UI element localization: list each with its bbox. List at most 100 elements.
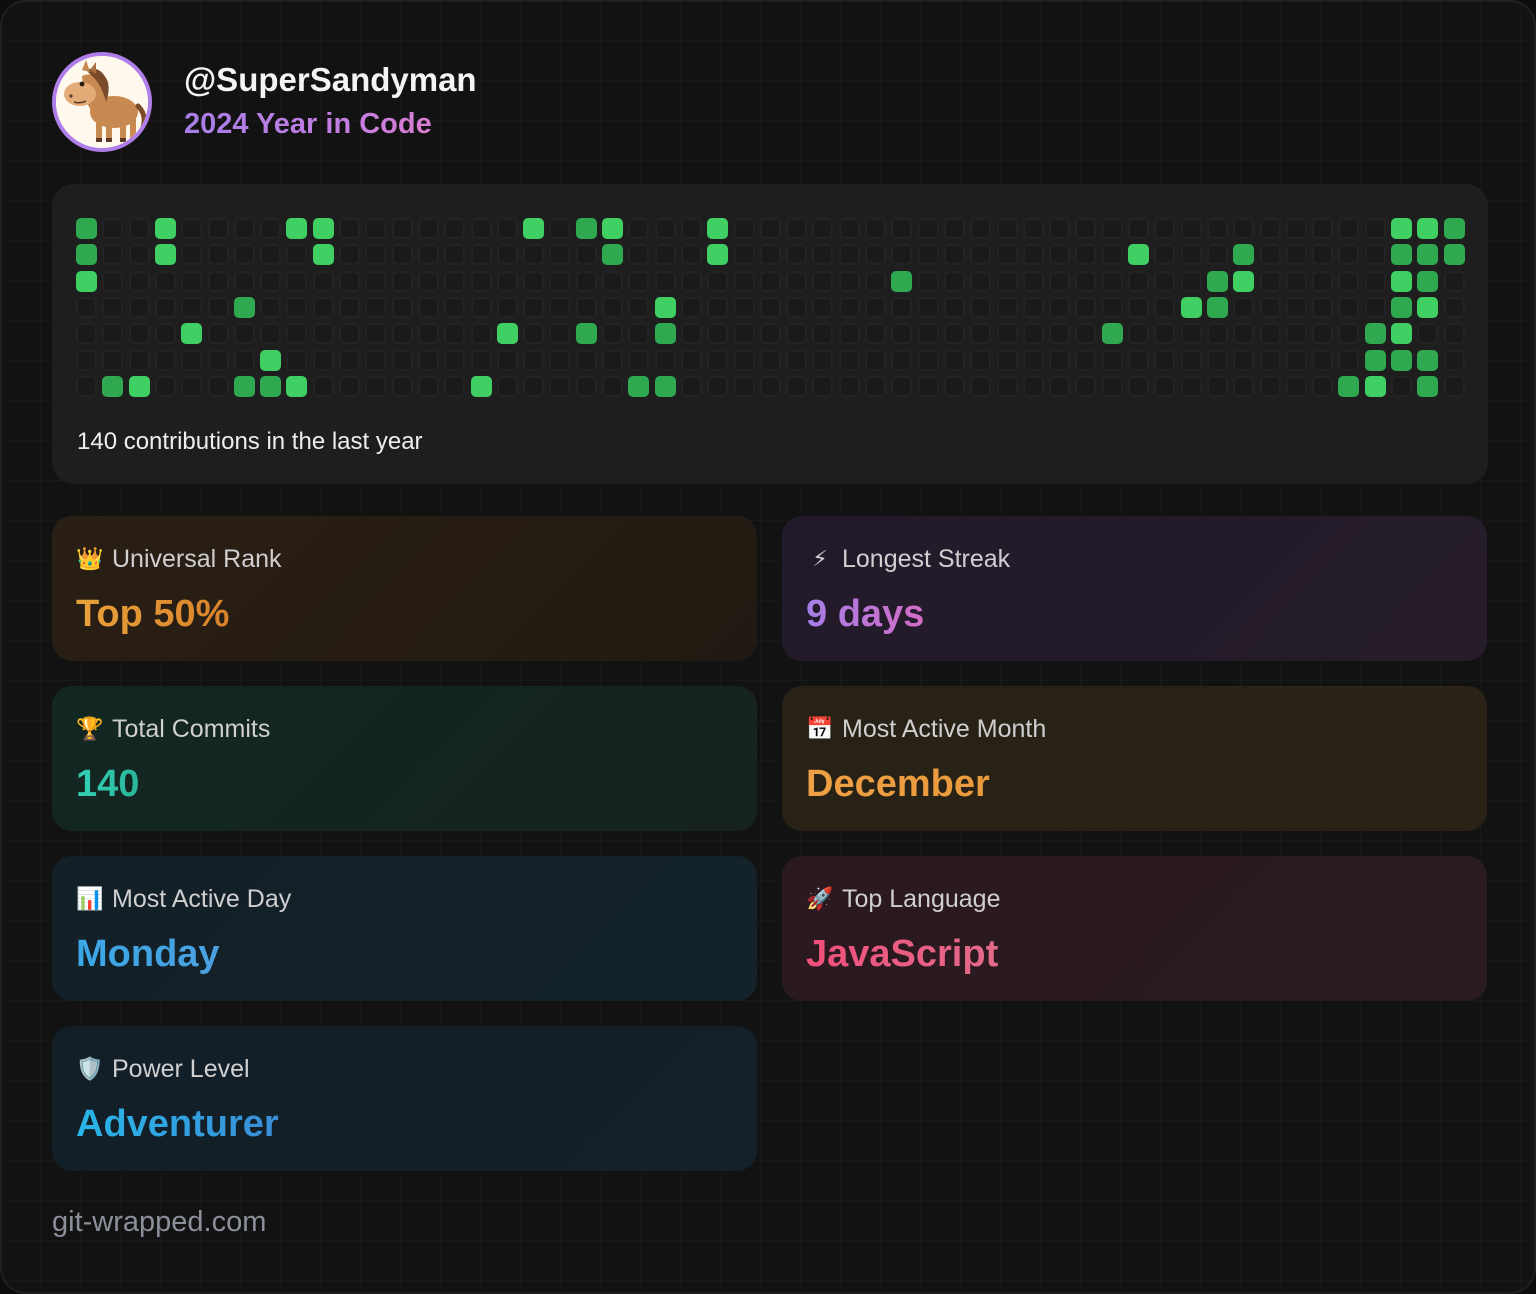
contribution-day <box>286 244 308 266</box>
contribution-day-active <box>154 244 176 266</box>
contribution-day <box>470 323 492 345</box>
contribution-day <box>628 349 650 371</box>
contribution-day <box>76 323 97 345</box>
contribution-day <box>260 323 282 345</box>
contribution-day <box>1285 270 1307 292</box>
contribution-day <box>233 270 255 292</box>
stat-label: Most Active Day <box>112 884 292 913</box>
contribution-day-active <box>654 296 676 318</box>
contribution-day <box>102 244 124 266</box>
contribution-day-active <box>1364 375 1386 397</box>
contribution-day <box>628 218 650 239</box>
stat-label-row: 👑 Universal Rank <box>76 542 733 576</box>
stat-label: Power Level <box>112 1054 250 1083</box>
contribution-day <box>470 244 492 266</box>
stat-value: 140 <box>76 763 140 805</box>
contribution-day <box>207 218 229 239</box>
contribution-day <box>812 296 834 318</box>
contribution-day <box>602 349 623 371</box>
stat-card-top-language: 🚀 Top Language JavaScript <box>782 856 1487 1001</box>
contribution-day <box>1312 270 1334 292</box>
contribution-day-active <box>1206 270 1228 292</box>
contribution-day <box>1259 270 1281 292</box>
contribution-day <box>733 349 755 371</box>
contribution-day <box>943 349 965 371</box>
contribution-day <box>575 349 597 371</box>
contribution-day <box>233 244 255 266</box>
contribution-day <box>1364 218 1386 239</box>
avatar <box>52 52 152 152</box>
contribution-day <box>417 375 439 397</box>
contribution-day <box>181 244 203 266</box>
contribution-day-active <box>1417 244 1439 266</box>
contribution-day <box>654 244 676 266</box>
contribution-day <box>1101 218 1123 239</box>
contribution-day <box>1206 375 1228 397</box>
contribution-day <box>417 244 439 266</box>
contribution-day-active <box>575 218 597 239</box>
contribution-day <box>628 296 650 318</box>
contribution-day-active <box>1417 296 1439 318</box>
contribution-day <box>838 349 860 371</box>
contribution-day <box>444 218 466 239</box>
contribution-day <box>523 375 545 397</box>
profile-header: @SuperSandyman 2024 Year in Code <box>52 52 477 152</box>
contribution-day <box>838 218 860 239</box>
year-subtitle: 2024 Year in Code <box>184 104 477 144</box>
contribution-day <box>759 323 781 345</box>
contribution-day <box>1022 244 1044 266</box>
stat-label-row: 📊 Most Active Day <box>76 882 733 916</box>
contribution-day <box>417 296 439 318</box>
contribution-day <box>1049 323 1071 345</box>
stat-label-row: ⚡ Longest Streak <box>806 542 1463 576</box>
contribution-day-active <box>1233 270 1255 292</box>
contribution-day <box>286 270 308 292</box>
contribution-day <box>207 349 229 371</box>
contribution-grid <box>76 218 1468 404</box>
contribution-day-active <box>312 218 334 239</box>
username: @SuperSandyman <box>184 61 477 98</box>
contribution-day <box>970 270 992 292</box>
contribution-day <box>759 375 781 397</box>
contribution-day <box>680 323 702 345</box>
contribution-day <box>496 375 518 397</box>
contribution-day <box>1154 296 1176 318</box>
contributions-caption: 140 contributions in the last year <box>77 428 423 455</box>
contribution-day <box>365 218 387 239</box>
stat-label: Total Commits <box>112 714 271 743</box>
contribution-day <box>1259 349 1281 371</box>
contribution-day-active <box>891 270 913 292</box>
contribution-day <box>1180 323 1202 345</box>
contribution-day <box>917 323 939 345</box>
contribution-day <box>812 270 834 292</box>
contribution-day <box>917 349 939 371</box>
contribution-day <box>1154 375 1176 397</box>
contribution-day <box>733 270 755 292</box>
contribution-day <box>1259 375 1281 397</box>
contribution-day <box>996 375 1018 397</box>
contribution-day <box>707 270 729 292</box>
contribution-day <box>970 244 992 266</box>
contribution-day <box>523 323 545 345</box>
contribution-day <box>128 349 150 371</box>
contribution-day-active <box>76 244 97 266</box>
stat-value: Monday <box>76 933 220 975</box>
contribution-day <box>1180 244 1202 266</box>
contribution-day <box>523 349 545 371</box>
contribution-day <box>1075 323 1097 345</box>
contribution-day <box>602 323 623 345</box>
contribution-day <box>759 349 781 371</box>
contribution-day-active <box>602 218 623 239</box>
contribution-day-active <box>1128 244 1149 266</box>
contribution-day <box>365 244 387 266</box>
contribution-day <box>1075 296 1097 318</box>
contribution-day <box>444 349 466 371</box>
contribution-day <box>1233 375 1255 397</box>
contribution-day <box>339 375 360 397</box>
contribution-day-active <box>1417 270 1439 292</box>
contribution-day <box>812 244 834 266</box>
contribution-day-active <box>628 375 650 397</box>
footer-site-link[interactable]: git-wrapped.com <box>52 1206 267 1238</box>
contribution-day <box>733 218 755 239</box>
